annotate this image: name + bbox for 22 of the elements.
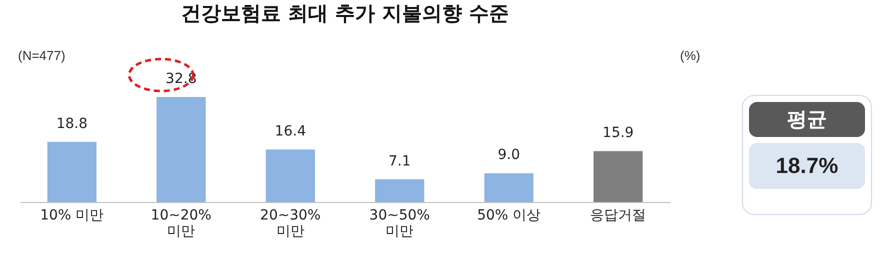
bar [47, 142, 96, 202]
bar [156, 97, 206, 202]
text: (%) [680, 48, 700, 63]
x-tick-label: 20~30% 미만 [260, 208, 321, 240]
x-tick-label: 10% 미만 [40, 208, 104, 224]
data-label: 16.4 [274, 124, 306, 140]
x-tick-label: 10~20% 미만 [150, 208, 212, 240]
text: 18.7% [749, 143, 865, 189]
bar [594, 151, 643, 202]
text: 평균 [749, 102, 865, 137]
data-label: 7.1 [388, 153, 411, 170]
chart-title: 건강보험료 최대 추가 지불의향 수준 [181, 1, 509, 26]
x-tick-label: 30~50% 미만 [369, 208, 430, 240]
data-label: 9.0 [498, 147, 520, 164]
bar [484, 173, 534, 202]
data-label: 18.8 [56, 116, 88, 132]
x-tick-label: 응답거절 [590, 208, 646, 224]
data-label: 15.9 [602, 125, 634, 142]
text: (N=477) [18, 48, 66, 63]
bar [375, 179, 424, 202]
x-tick-label: 50% 이상 [477, 208, 541, 224]
bar [266, 150, 315, 202]
